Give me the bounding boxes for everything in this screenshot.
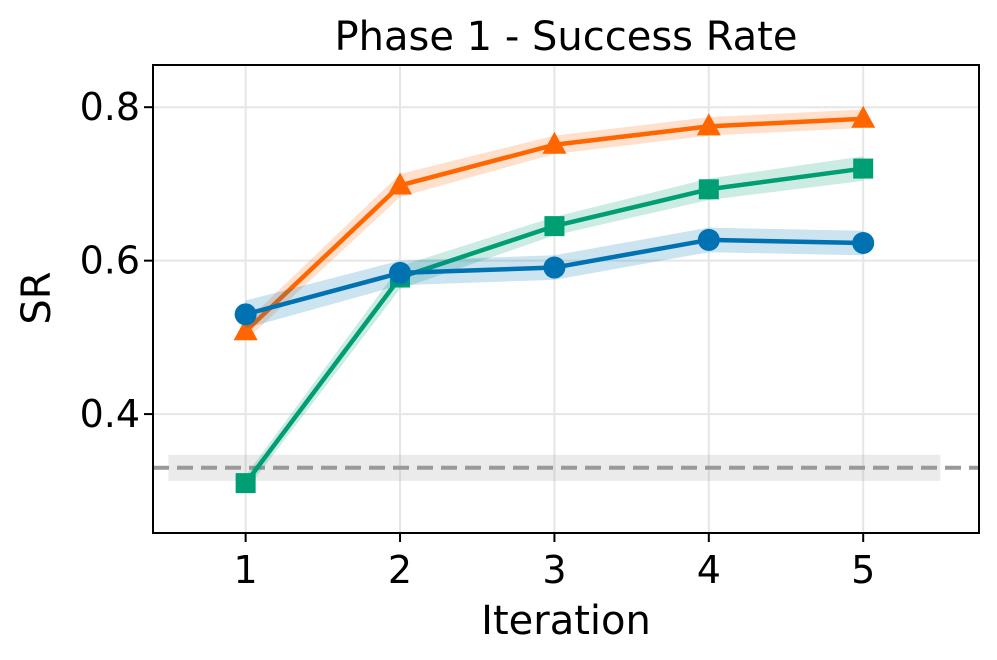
x-axis-label: Iteration <box>481 598 651 644</box>
plot-frame <box>152 64 980 534</box>
orange-triangle-point-2 <box>388 172 413 195</box>
x-tick-label-2: 2 <box>388 548 412 592</box>
blue-circle-point-5 <box>852 231 875 254</box>
x-tick-label-3: 3 <box>542 548 566 592</box>
orange-triangle-point-4 <box>696 113 721 136</box>
orange-triangle-point-3 <box>542 131 567 154</box>
x-tick-label-5: 5 <box>851 548 875 592</box>
blue-circle-point-2 <box>389 261 412 284</box>
blue-circle-point-4 <box>697 228 720 251</box>
y-tick-label-1: 0.4 <box>80 392 140 436</box>
orange-triangle-point-1 <box>233 318 258 341</box>
x-tick-label-1: 1 <box>234 548 258 592</box>
baseline-layer <box>153 454 979 481</box>
green-square-point-1 <box>235 473 256 494</box>
ticks: 1 2 3 4 5 0.4 0.6 0.8 <box>80 85 876 592</box>
green-square-point-4 <box>698 179 719 200</box>
x-tick-label-4: 4 <box>697 548 721 592</box>
orange-triangle-band <box>245 109 864 341</box>
y-tick-label-2: 0.6 <box>80 239 140 283</box>
green-square-point-5 <box>853 158 874 179</box>
blue-circle-point-3 <box>543 256 566 279</box>
orange-triangle-point-5 <box>851 105 876 128</box>
chart-title: Phase 1 - Success Rate <box>335 14 798 60</box>
series-orange-triangle <box>233 105 876 341</box>
series-blue-circle <box>234 227 875 329</box>
y-tick-label-3: 0.8 <box>80 85 140 129</box>
series-layer <box>233 105 876 494</box>
green-square-point-3 <box>544 216 565 237</box>
y-axis-label: SR <box>14 271 60 324</box>
blue-circle-point-1 <box>234 303 257 326</box>
